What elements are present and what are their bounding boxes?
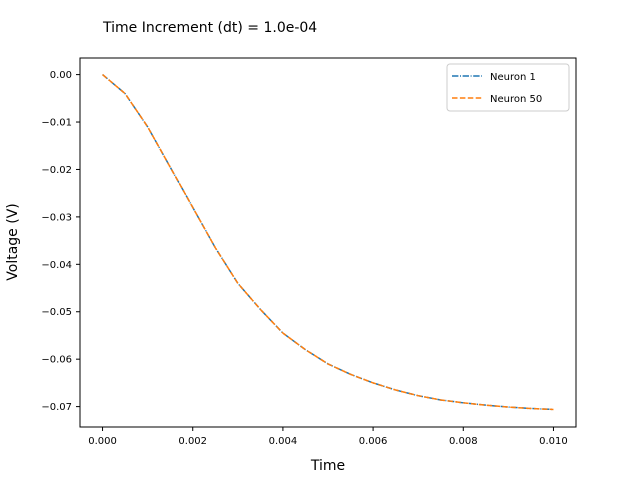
- y-tick-label: −0.04: [41, 260, 72, 271]
- y-tick-label: −0.05: [41, 307, 72, 318]
- x-tick-label: 0.000: [88, 436, 117, 447]
- legend: Neuron 1 Neuron 50: [446, 63, 570, 112]
- y-tick-label: −0.03: [41, 212, 72, 223]
- series-layer: [102, 74, 554, 411]
- legend-label-neuron-50: Neuron 50: [490, 94, 542, 105]
- plot-area-frame: [79, 57, 577, 428]
- x-tick-label: 0.010: [539, 436, 568, 447]
- x-tick-label: 0.004: [269, 436, 298, 447]
- y-axis: 0.00 −0.01 −0.02 −0.03 −0.04 −0.05 −0.06 −0.07: [41, 70, 80, 413]
- x-axis: 0.000 0.002 0.004 0.006 0.008 0.010: [88, 427, 568, 447]
- y-tick-label: −0.02: [41, 165, 72, 176]
- chart-title: Time Increment (dt) = 1.0e-04: [102, 20, 317, 36]
- y-tick-label: −0.06: [41, 355, 72, 366]
- x-tick-label: 0.008: [449, 436, 478, 447]
- y-axis-label: Voltage (V): [5, 203, 21, 280]
- y-tick-label: −0.01: [41, 118, 72, 129]
- x-tick-label: 0.002: [178, 436, 207, 447]
- legend-label-neuron-1: Neuron 1: [490, 72, 536, 83]
- x-axis-label: Time: [310, 458, 345, 474]
- x-tick-label: 0.006: [359, 436, 388, 447]
- series-line-neuron-50: [102, 74, 554, 411]
- series-line-neuron-1: [102, 74, 554, 411]
- y-tick-label: 0.00: [50, 70, 72, 81]
- y-tick-label: −0.07: [41, 402, 72, 413]
